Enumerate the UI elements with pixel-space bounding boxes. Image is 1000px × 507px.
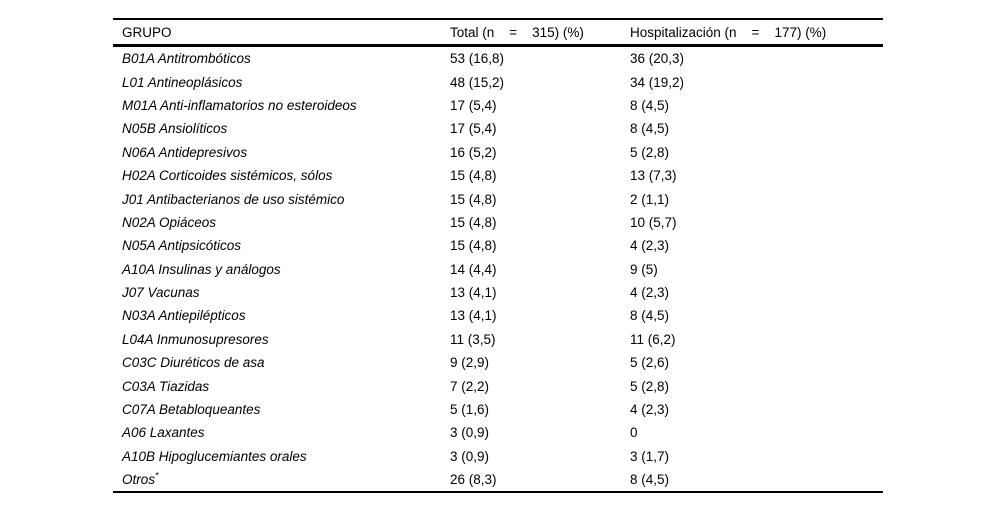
group-name-cell: M01A Anti-inflamatorios no esteroideos: [122, 97, 357, 113]
hospitalizacion-cell: 0: [630, 425, 638, 441]
table-row: A06 Laxantes 3 (0,9) 0: [113, 421, 883, 444]
table-row: C07A Betabloqueantes 5 (1,6) 4 (2,3): [113, 398, 883, 421]
group-name-cell: B01A Antitrombóticos: [122, 51, 251, 67]
table-body: B01A Antitrombóticos 53 (16,8) 36 (20,3) L0…: [113, 46, 883, 493]
hospitalizacion-cell: 11 (6,2): [630, 331, 676, 347]
group-name-cell: A10B Hipoglucemiantes orales: [122, 448, 307, 464]
hospitalizacion-cell: 10 (5,7): [630, 214, 677, 230]
table-row: B01A Antitrombóticos 53 (16,8) 36 (20,3): [113, 46, 883, 71]
group-name-cell: H02A Corticoides sistémicos, sólos: [122, 168, 333, 184]
total-cell: 15 (4,8): [450, 238, 497, 254]
group-name-cell: A10A Insulinas y análogos: [122, 261, 281, 277]
hospitalizacion-cell: 8 (4,5): [630, 472, 670, 488]
hospitalizacion-cell: 5 (2,8): [630, 144, 670, 160]
table-row: C03A Tiazidas 7 (2,2) 5 (2,8): [113, 374, 883, 397]
header-row: GRUPO Total (n = 315) (%) Hospitalizació…: [113, 19, 883, 46]
hospitalizacion-cell: 3 (1,7): [630, 448, 670, 464]
column-header-grupo: GRUPO: [122, 24, 172, 40]
table-row: A10B Hipoglucemiantes orales 3 (0,9) 3 (1,…: [113, 445, 883, 468]
total-cell: 26 (8,3): [450, 472, 497, 488]
total-cell: 11 (3,5): [450, 331, 496, 347]
hospitalizacion-cell: 8 (4,5): [630, 97, 670, 113]
table: GRUPO Total (n = 315) (%) Hospitalizació…: [113, 18, 883, 493]
table-row: A10A Insulinas y análogos 14 (4,4) 9 (5): [113, 258, 883, 281]
group-name-cell: N05A Antipsicóticos: [122, 238, 242, 254]
hospitalizacion-cell: 8 (4,5): [630, 121, 670, 137]
total-cell: 16 (5,2): [450, 144, 497, 160]
footnote-asterisk: *: [155, 470, 159, 481]
total-cell: 5 (1,6): [450, 402, 490, 418]
total-cell: 7 (2,2): [450, 378, 490, 394]
hospitalizacion-cell: 8 (4,5): [630, 308, 670, 324]
table-row: H02A Corticoides sistémicos, sólos 15 (4,…: [113, 164, 883, 187]
group-name-cell: N02A Opiáceos: [122, 214, 217, 230]
table-row: M01A Anti-inflamatorios no esteroideos 17…: [113, 94, 883, 117]
hospitalizacion-cell: 13 (7,3): [630, 168, 677, 184]
hospitalizacion-cell: 34 (19,2): [630, 74, 685, 90]
total-cell: 17 (5,4): [450, 121, 497, 137]
table-row: N05B Ansiolíticos 17 (5,4) 8 (4,5): [113, 117, 883, 140]
hospitalizacion-cell: 5 (2,6): [630, 355, 670, 371]
total-cell: 15 (4,8): [450, 191, 497, 207]
total-cell: 53 (16,8): [450, 51, 505, 67]
hospitalizacion-cell: 2 (1,1): [630, 191, 670, 207]
group-name-cell: C03C Diuréticos de asa: [122, 355, 265, 371]
total-cell: 14 (4,4): [450, 261, 497, 277]
total-cell: 15 (4,8): [450, 214, 497, 230]
hospitalizacion-cell: 5 (2,8): [630, 378, 670, 394]
drug-groups-table: GRUPO Total (n = 315) (%) Hospitalizació…: [113, 18, 883, 493]
group-name-cell: N05B Ansiolíticos: [122, 121, 228, 137]
group-name-cell: N06A Antidepresivos: [122, 144, 248, 160]
group-name-cell: J07 Vacunas: [122, 285, 200, 301]
group-name-cell: N03A Antiepilépticos: [122, 308, 246, 324]
table-header: GRUPO Total (n = 315) (%) Hospitalizació…: [113, 19, 883, 46]
table-row: N06A Antidepresivos 16 (5,2) 5 (2,8): [113, 141, 883, 164]
group-name-cell: C07A Betabloqueantes: [122, 402, 261, 418]
hospitalizacion-cell: 9 (5): [630, 261, 658, 277]
group-name-cell: C03A Tiazidas: [122, 378, 210, 394]
table-row: J01 Antibacterianos de uso sistémico 15 (…: [113, 187, 883, 210]
hospitalizacion-cell: 4 (2,3): [630, 285, 670, 301]
column-header-hospitalizacion: Hospitalización (n = 177) (%): [630, 24, 827, 40]
total-cell: 3 (0,9): [450, 448, 490, 464]
table-row: N03A Antiepilépticos 13 (4,1) 8 (4,5): [113, 304, 883, 327]
total-cell: 3 (0,9): [450, 425, 490, 441]
hospitalizacion-cell: 36 (20,3): [630, 51, 685, 67]
group-name-cell: L04A Inmunosupresores: [122, 331, 269, 347]
table-row: C03C Diuréticos de asa 9 (2,9) 5 (2,6): [113, 351, 883, 374]
hospitalizacion-cell: 4 (2,3): [630, 402, 670, 418]
total-cell: 13 (4,1): [450, 285, 497, 301]
total-cell: 9 (2,9): [450, 355, 490, 371]
total-cell: 15 (4,8): [450, 168, 497, 184]
table-row: L01 Antineoplásicos 48 (15,2) 34 (19,2): [113, 70, 883, 93]
column-header-total: Total (n = 315) (%): [450, 24, 584, 40]
total-cell: 48 (15,2): [450, 74, 505, 90]
group-name-cell: L01 Antineoplásicos: [122, 74, 243, 90]
total-cell: 13 (4,1): [450, 308, 497, 324]
table-row: N02A Opiáceos 15 (4,8) 10 (5,7): [113, 211, 883, 234]
hospitalizacion-cell: 4 (2,3): [630, 238, 670, 254]
table-row: L04A Inmunosupresores 11 (3,5) 11 (6,2): [113, 328, 883, 351]
group-name-cell: J01 Antibacterianos de uso sistémico: [122, 191, 345, 207]
total-cell: 17 (5,4): [450, 97, 497, 113]
group-name-cell: A06 Laxantes: [122, 425, 205, 441]
group-name-cell: Otros*: [122, 470, 159, 488]
table-row: N05A Antipsicóticos 15 (4,8) 4 (2,3): [113, 234, 883, 257]
table-row: J07 Vacunas 13 (4,1) 4 (2,3): [113, 281, 883, 304]
table-row: Otros* 26 (8,3) 8 (4,5): [113, 468, 883, 493]
